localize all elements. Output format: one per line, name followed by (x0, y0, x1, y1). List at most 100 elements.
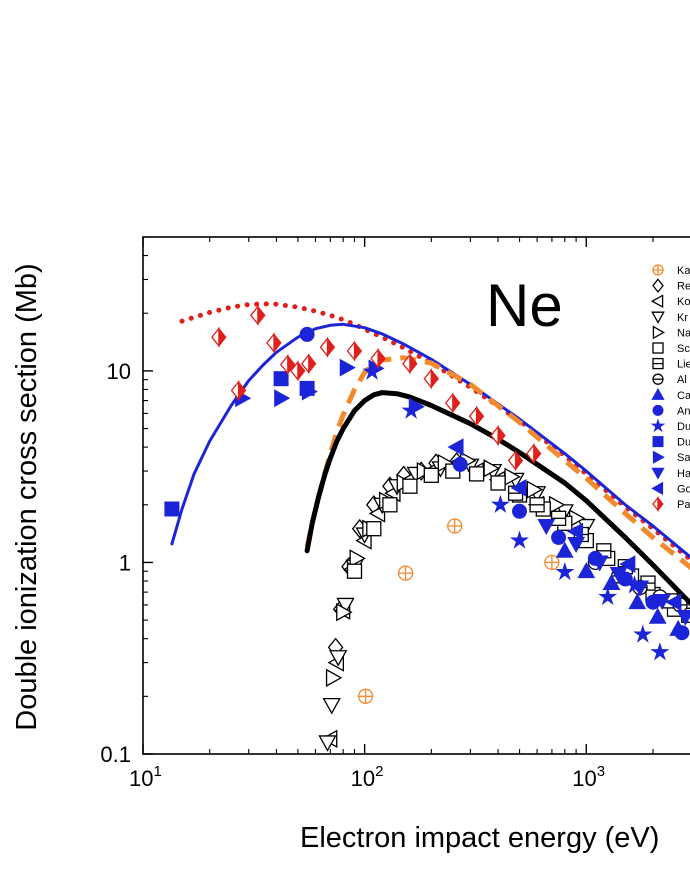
legend-marker-du (652, 436, 664, 448)
x-axis-label: Electron impact energy (eV) (300, 822, 659, 854)
data-point-an (551, 530, 567, 545)
data-point-pa (423, 368, 439, 390)
axes-layer: 101 102 103 0.1 1 10 (100, 236, 690, 791)
legend-marker-sa (652, 450, 665, 464)
data-point-pa (290, 360, 306, 382)
data-point-ca (555, 541, 574, 558)
data-point-go (447, 438, 464, 456)
legend-marker-sc (652, 342, 664, 354)
x-tick-label: 102 (351, 763, 384, 791)
data-point-kr (329, 650, 348, 667)
data-point-sc (490, 475, 506, 491)
legend-marker-ka (652, 264, 664, 276)
legend-label: An (677, 405, 690, 417)
legend-marker-pa (652, 495, 664, 513)
data-point-go (619, 555, 636, 573)
data-point-ca (648, 607, 667, 624)
data-point-pa (211, 326, 227, 348)
data-point-ka (447, 518, 463, 534)
legend-label: Du (677, 437, 690, 449)
data-point-pa (250, 304, 266, 326)
x-tick-label: 101 (129, 763, 162, 791)
data-point-na (526, 480, 544, 499)
data-point-sc (382, 497, 398, 513)
data-point-du (633, 624, 653, 643)
legend-marker-na (652, 325, 666, 340)
data-point-pa (468, 405, 485, 427)
legend-label: Go (677, 483, 690, 495)
legend-label: Re (677, 281, 690, 293)
data-point-sc (402, 478, 418, 494)
data-point-du (555, 562, 575, 581)
data-point-na (325, 668, 343, 687)
data-point-pa (525, 442, 542, 465)
data-point-du (598, 586, 618, 606)
data-point-kr (336, 597, 355, 615)
legend-label: Ko (677, 296, 690, 308)
data-point-sc (346, 563, 363, 579)
legend-label: Sa (677, 452, 690, 464)
x-tick-label: 103 (572, 763, 605, 791)
legend-label: Du (677, 421, 690, 433)
legend: Ka Re Ko Kr Na Sc Lie Al Ca An Du Du Sa Ha Go Pa (650, 264, 690, 513)
data-point-go (510, 479, 527, 497)
legend-marker-kr (651, 311, 665, 324)
data-point-na (336, 603, 353, 622)
data-point-pa (300, 353, 317, 375)
data-point-kr (318, 735, 337, 752)
data-point-du (273, 371, 289, 387)
data-point-go (665, 593, 682, 612)
data-point-ca (577, 562, 596, 579)
legend-label: Al (677, 374, 687, 386)
legend-label: Ka (677, 265, 690, 277)
data-point-du (509, 530, 530, 549)
y-tick-label: 1 (119, 550, 131, 575)
data-point-sa (408, 397, 425, 416)
data-point-ha (609, 567, 628, 584)
data-point-lie (529, 497, 545, 513)
y-tick-label: 10 (107, 359, 131, 384)
data-point-an (299, 326, 315, 342)
data-point-ha (676, 609, 690, 626)
data-point-pa (230, 379, 247, 402)
data-point-pa (402, 353, 418, 375)
data-point-ca (602, 574, 621, 591)
data-point-pa (370, 347, 386, 370)
data-point-ca (628, 593, 647, 610)
legend-marker-ko (650, 294, 664, 309)
legend-label: Pa (677, 499, 690, 511)
legend-label: Lie (677, 359, 690, 371)
data-point-ha (590, 555, 609, 572)
legend-marker-du (650, 418, 666, 433)
data-point-lie (550, 510, 567, 526)
data-point-pa (266, 332, 282, 354)
data-point-ha (537, 519, 556, 536)
y-axis-label: Double ionization cross section (Mb) (11, 263, 43, 730)
panel-label: Ne (486, 272, 563, 339)
data-point-du (164, 501, 180, 517)
y-tick-label: 0.1 (100, 742, 131, 767)
data-point-sc (366, 521, 382, 537)
black-solid-curve (304, 390, 690, 607)
data-point-pa (507, 449, 524, 472)
data-point-kr (322, 698, 341, 715)
plot-frame (142, 236, 690, 755)
legend-label: Na (677, 327, 690, 339)
data-point-du (490, 494, 510, 513)
data-point-ka (544, 554, 560, 571)
data-point-ha (653, 593, 671, 610)
data-point-ka (397, 565, 414, 581)
data-point-an (512, 503, 527, 519)
red-dotted-curve (179, 301, 690, 563)
data-point-ha (631, 580, 649, 597)
legend-label: Sc (677, 343, 690, 355)
data-point-sc (423, 467, 439, 483)
data-point-sa (301, 382, 318, 401)
legend-label: Ca (677, 390, 690, 402)
data-point-pa (279, 353, 296, 376)
data-point-an (674, 625, 690, 641)
data-point-pa (319, 336, 336, 358)
data-point-na (349, 549, 366, 568)
data-point-go (567, 522, 584, 541)
